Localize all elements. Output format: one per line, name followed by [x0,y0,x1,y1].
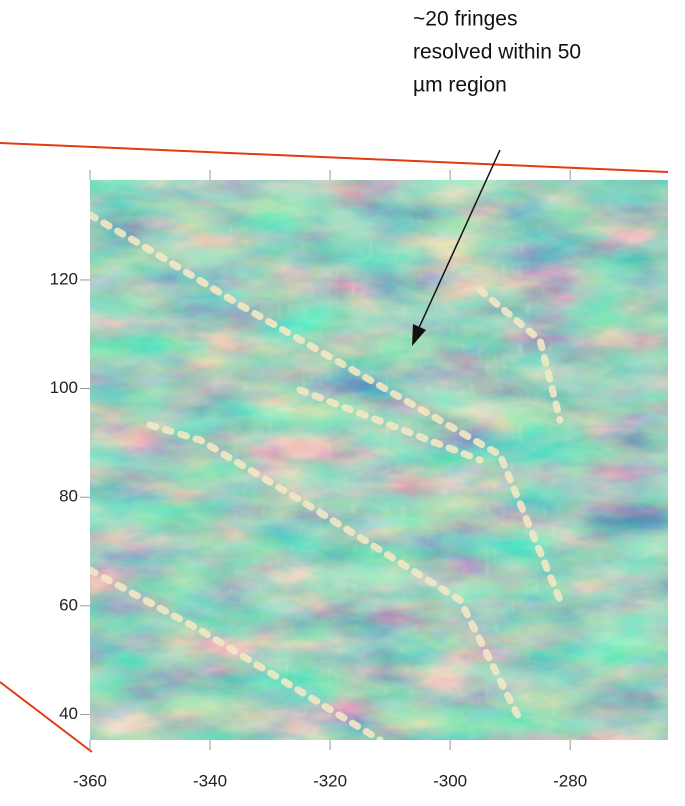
arrow [417,149,501,331]
y-tick-label: 60 [59,595,78,614]
x-tick-label: -360 [73,771,107,790]
y-tick-label: 100 [50,378,78,397]
x-tick-label: -300 [433,771,467,790]
image [90,180,668,740]
y-tick-label: 120 [50,269,78,288]
arrow-head [412,324,426,346]
annotation: resolved within 50 [413,41,581,64]
zoom-line [0,681,93,753]
x-tick-label: -280 [553,771,587,790]
x-tick-label: -340 [193,771,227,790]
y-tick-label: 80 [59,487,78,506]
y-tick-label: 40 [59,704,78,723]
x-tick-label: -320 [313,771,347,790]
annotation: µm region [413,74,507,97]
zoom-line [0,142,669,173]
annotation: ~20 fringes [413,8,518,31]
